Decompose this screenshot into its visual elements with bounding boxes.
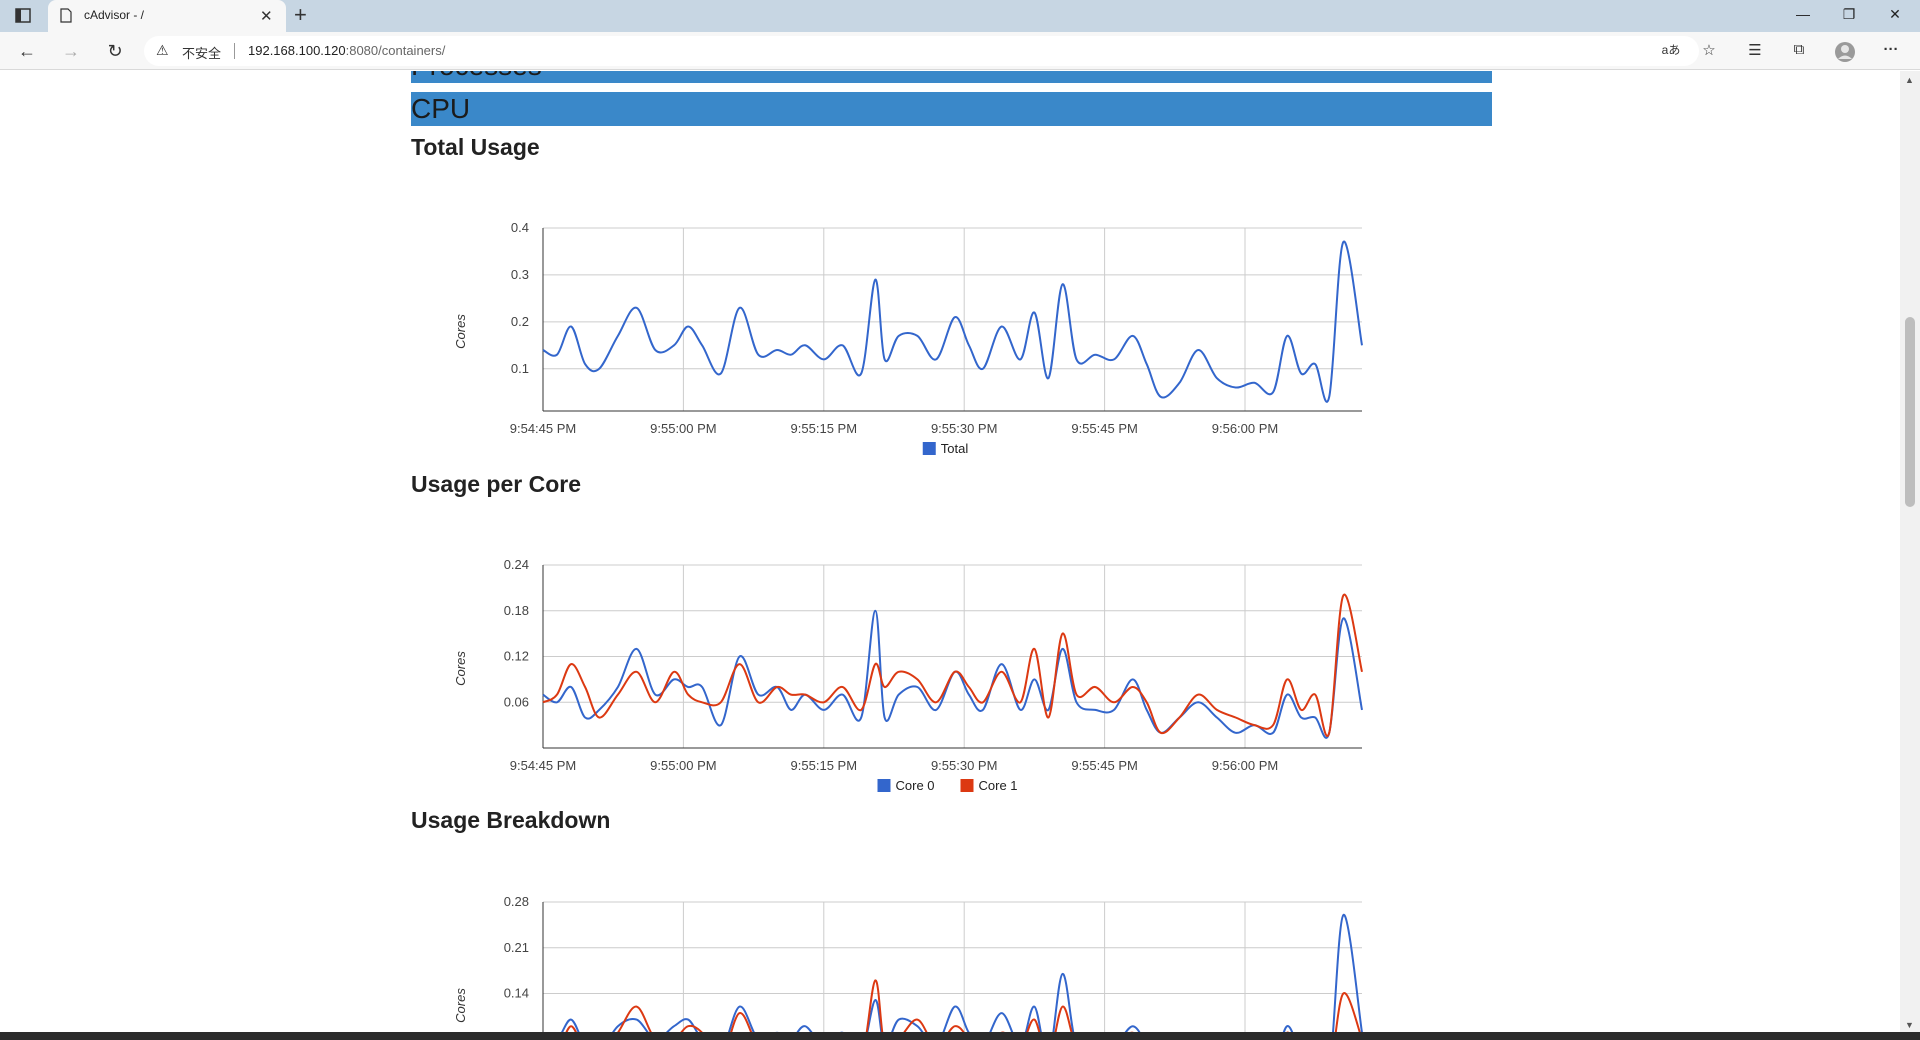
cpu-header[interactable]: CPU: [411, 92, 1492, 126]
restore-icon[interactable]: ❐: [1842, 6, 1856, 22]
url-host: 192.168.100.120: [248, 43, 346, 58]
page-content: Processes CPU Total Usage 0.1 0.2 0.3 0.4 9:…: [0, 71, 1900, 1032]
browser-toolbar: ← → ↻ ⚠ 不安全 192.168.100.120:8080/contain…: [0, 32, 1920, 70]
window-close-icon[interactable]: ✕: [1889, 6, 1901, 22]
x-tick-label: 9:54:45 PM: [510, 758, 577, 773]
x-tick-label: 9:56:00 PM: [1212, 421, 1279, 436]
y-tick-label: 0.1: [511, 361, 529, 376]
chart-2: 0.14 0.21 0.28 Cores: [453, 894, 1363, 1032]
x-tick-label: 9:55:45 PM: [1071, 421, 1138, 436]
plus-icon[interactable]: +: [294, 2, 307, 27]
tab-strip: cAdvisor - / ✕ + — ❐ ✕: [0, 0, 1920, 32]
y-tick-label: 0.06: [504, 694, 529, 709]
taskbar: [0, 1032, 1920, 1040]
x-tick-label: 9:56:00 PM: [1212, 758, 1279, 773]
legend-label: Core 0: [896, 778, 935, 793]
legend-swatch: [877, 779, 891, 792]
y-tick-label: 0.28: [504, 894, 529, 909]
more-icon[interactable]: ···: [1883, 41, 1899, 58]
x-tick-label: 9:55:45 PM: [1071, 758, 1138, 773]
sidebar-icon[interactable]: [12, 6, 34, 26]
y-tick-label: 0.14: [504, 986, 529, 1001]
legend-swatch: [960, 779, 974, 792]
per-core-title: Usage per Core: [411, 471, 582, 497]
read-aloud-icon[interactable]: aあ: [1661, 43, 1681, 57]
processes-header[interactable]: Processes: [411, 71, 1492, 83]
x-tick-label: 9:55:15 PM: [791, 758, 858, 773]
x-tick-label: 9:55:15 PM: [791, 421, 858, 436]
y-axis-label: Cores: [453, 988, 468, 1023]
collections-icon[interactable]: ⧉: [1793, 41, 1805, 58]
minimize-icon[interactable]: —: [1796, 6, 1810, 22]
cpu-header-label: CPU: [411, 93, 471, 124]
series-line-Total: [542, 240, 1363, 403]
favorite-add-icon[interactable]: ☆: [1702, 42, 1716, 59]
y-tick-label: 0.4: [511, 220, 529, 235]
address-bar[interactable]: ⚠ 不安全 192.168.100.120:8080/containers/: [144, 36, 1699, 66]
x-tick-label: 9:54:45 PM: [510, 421, 577, 436]
series-line-Core 1: [542, 593, 1363, 737]
chart-1: 0.06 0.12 0.18 0.24 9:54:45 PM 9:55:00 PM 9:55…: [453, 557, 1363, 793]
x-tick-label: 9:55:30 PM: [931, 421, 998, 436]
divider: [234, 43, 235, 59]
y-tick-label: 0.24: [504, 557, 529, 572]
y-tick-label: 0.2: [511, 314, 529, 329]
x-tick-label: 9:55:00 PM: [650, 421, 717, 436]
x-tick-label: 9:55:00 PM: [650, 758, 717, 773]
back-icon[interactable]: ←: [18, 41, 36, 61]
y-tick-label: 0.18: [504, 603, 529, 618]
y-axis-label: Cores: [453, 651, 468, 686]
refresh-icon[interactable]: ↻: [107, 41, 123, 61]
scroll-thumb[interactable]: [1905, 317, 1915, 507]
y-tick-label: 0.12: [504, 649, 529, 664]
legend-label: Total: [941, 441, 969, 456]
scroll-down-icon[interactable]: ▼: [1905, 1020, 1914, 1030]
profile-icon[interactable]: [1834, 41, 1856, 67]
chart-0: 0.1 0.2 0.3 0.4 9:54:45 PM 9:55:00 PM 9:55:15 …: [453, 220, 1363, 456]
forward-icon[interactable]: →: [62, 41, 80, 61]
scroll-up-icon[interactable]: ▲: [1905, 75, 1914, 85]
security-label[interactable]: 不安全: [182, 46, 222, 61]
scrollbar[interactable]: ▲ ▼: [1900, 71, 1920, 1032]
favorites-icon[interactable]: ☰: [1748, 42, 1762, 59]
url-text[interactable]: 192.168.100.120:8080/containers/: [248, 43, 445, 58]
breakdown-title: Usage Breakdown: [411, 807, 611, 833]
total-usage-chart: 0.1 0.2 0.3 0.4 9:54:45 PM 9:55:00 PM 9:55:15 …: [453, 220, 1363, 1032]
tab-cadvisor[interactable]: cAdvisor - / ✕: [48, 0, 286, 32]
close-icon[interactable]: ✕: [260, 8, 273, 25]
y-tick-label: 0.3: [511, 267, 529, 282]
total-usage-title: Total Usage: [411, 134, 540, 160]
legend-label: Core 1: [979, 778, 1018, 793]
series-line-1: [565, 979, 1361, 1032]
url-path: :8080/containers/: [345, 43, 446, 58]
y-tick-label: 0.21: [504, 940, 529, 955]
y-axis-label: Cores: [453, 314, 468, 349]
processes-header-label: Processes: [411, 71, 542, 83]
series-line-0: [543, 914, 1363, 1032]
x-tick-label: 9:55:30 PM: [931, 758, 998, 773]
tab-title: cAdvisor - /: [84, 8, 145, 22]
document-icon: [60, 8, 72, 28]
warning-icon[interactable]: ⚠: [156, 42, 169, 58]
legend-swatch: [922, 442, 936, 455]
